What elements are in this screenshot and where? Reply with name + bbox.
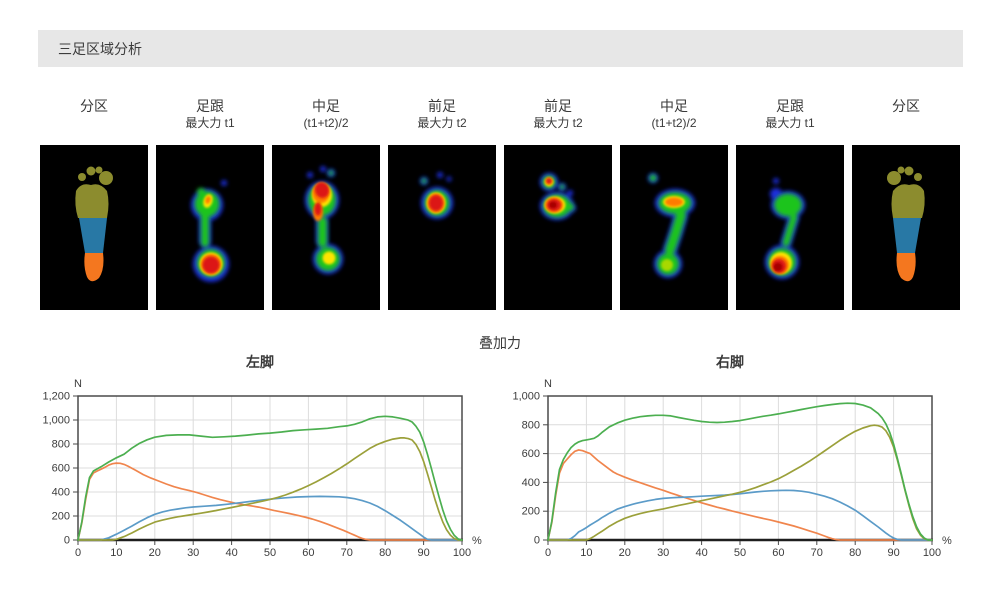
svg-text:1,000: 1,000 bbox=[42, 415, 70, 427]
svg-text:60: 60 bbox=[772, 547, 784, 559]
svg-text:20: 20 bbox=[149, 547, 161, 559]
svg-text:50: 50 bbox=[264, 547, 276, 559]
column-label-midfoot-left: 中足 (t1+t2)/2 bbox=[303, 98, 349, 130]
footprint-heatmap-heel-left-image bbox=[156, 145, 264, 310]
svg-text:100: 100 bbox=[923, 547, 941, 559]
svg-text:70: 70 bbox=[341, 547, 353, 559]
svg-text:40: 40 bbox=[695, 547, 707, 559]
foot-tile-heel-left bbox=[156, 145, 264, 310]
svg-text:20: 20 bbox=[619, 547, 631, 559]
column-label-zones-left: 分区 bbox=[80, 98, 108, 114]
svg-text:0: 0 bbox=[75, 547, 81, 559]
svg-text:70: 70 bbox=[811, 547, 823, 559]
footprint-heatmap-midfoot-left-image bbox=[272, 145, 380, 310]
svg-text:400: 400 bbox=[52, 487, 70, 499]
footprint-heatmap-forefoot-right-image bbox=[504, 145, 612, 310]
svg-text:600: 600 bbox=[52, 463, 70, 475]
svg-text:1,000: 1,000 bbox=[512, 391, 540, 403]
force-chart-left-svg: 0 10 20 30 40 50 60 70 80 90 100 0 200 400 600 800 1,000… bbox=[42, 378, 482, 559]
column-label-heel-right: 足跟 最大力 t1 bbox=[765, 98, 815, 130]
footprint-zones-left-image bbox=[40, 145, 148, 310]
chart-right-foot-title: 右脚 bbox=[716, 354, 744, 370]
svg-text:80: 80 bbox=[849, 547, 861, 559]
footprint-heatmap-heel-right-image bbox=[736, 145, 844, 310]
svg-text:800: 800 bbox=[522, 419, 540, 431]
chart-right-foot: 右脚 0 10 20 30 40 50 60 70 80 90 100 0 200 400 600 800 1,… bbox=[500, 352, 960, 574]
svg-text:90: 90 bbox=[887, 547, 899, 559]
foot-tile-forefoot-right bbox=[504, 145, 612, 310]
svg-text:30: 30 bbox=[657, 547, 669, 559]
chart-left-foot-title: 左脚 bbox=[246, 354, 274, 370]
footprint-heatmap-forefoot-left-image bbox=[388, 145, 496, 310]
footprint-tiles-row bbox=[40, 145, 960, 310]
svg-text:N: N bbox=[544, 378, 552, 390]
column-label-forefoot-left: 前足 最大力 t2 bbox=[417, 98, 467, 130]
svg-text:200: 200 bbox=[52, 511, 70, 523]
column-label-midfoot-right: 中足 (t1+t2)/2 bbox=[651, 98, 697, 130]
footprint-heatmap-midfoot-right-image bbox=[620, 145, 728, 310]
section-header-title: 三足区域分析 bbox=[58, 40, 142, 57]
svg-text:1,200: 1,200 bbox=[42, 391, 70, 403]
column-label-heel-left: 足跟 最大力 t1 bbox=[185, 98, 235, 130]
foot-tile-midfoot-left bbox=[272, 145, 380, 310]
svg-text:600: 600 bbox=[522, 448, 540, 460]
charts-row: 左脚 0 10 20 30 40 50 60 70 80 90 100 0 200 400 600 800 1,… bbox=[30, 352, 960, 574]
svg-text:90: 90 bbox=[417, 547, 429, 559]
section-header-bar: 三足区域分析 bbox=[38, 30, 963, 67]
force-chart-right-svg: 0 10 20 30 40 50 60 70 80 90 100 0 200 400 600 800 1,000… bbox=[512, 378, 952, 559]
overlay-force-title: 叠加力 bbox=[479, 335, 521, 351]
footprint-zones-right-image bbox=[852, 145, 960, 310]
foot-tile-zones-right bbox=[852, 145, 960, 310]
svg-text:400: 400 bbox=[522, 477, 540, 489]
foot-tile-midfoot-right bbox=[620, 145, 728, 310]
svg-text:50: 50 bbox=[734, 547, 746, 559]
svg-text:0: 0 bbox=[545, 547, 551, 559]
svg-text:60: 60 bbox=[302, 547, 314, 559]
svg-text:100: 100 bbox=[453, 547, 471, 559]
svg-text:%: % bbox=[472, 535, 482, 547]
svg-text:10: 10 bbox=[580, 547, 592, 559]
svg-text:200: 200 bbox=[522, 506, 540, 518]
foot-tile-zones-left bbox=[40, 145, 148, 310]
svg-text:10: 10 bbox=[110, 547, 122, 559]
svg-text:30: 30 bbox=[187, 547, 199, 559]
svg-text:40: 40 bbox=[225, 547, 237, 559]
column-labels-row: 分区 足跟 最大力 t1 中足 (t1+t2)/2 前足 最大力 t2 前足 最… bbox=[40, 98, 960, 131]
svg-text:80: 80 bbox=[379, 547, 391, 559]
foot-tile-heel-right bbox=[736, 145, 844, 310]
svg-text:0: 0 bbox=[534, 535, 540, 547]
svg-text:N: N bbox=[74, 378, 82, 390]
column-label-forefoot-right: 前足 最大力 t2 bbox=[533, 98, 583, 130]
foot-tile-forefoot-left bbox=[388, 145, 496, 310]
svg-text:800: 800 bbox=[52, 439, 70, 451]
svg-text:%: % bbox=[942, 535, 952, 547]
chart-left-foot: 左脚 0 10 20 30 40 50 60 70 80 90 100 0 200 400 600 800 1,… bbox=[30, 352, 490, 574]
svg-text:0: 0 bbox=[64, 535, 70, 547]
column-label-zones-right: 分区 bbox=[892, 98, 920, 114]
